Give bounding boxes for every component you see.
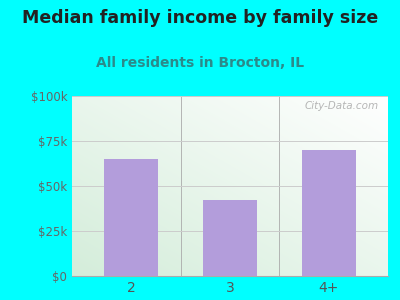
Text: All residents in Brocton, IL: All residents in Brocton, IL xyxy=(96,56,304,70)
Text: Median family income by family size: Median family income by family size xyxy=(22,9,378,27)
Bar xyxy=(203,200,257,276)
Bar xyxy=(302,150,356,276)
Bar xyxy=(104,159,158,276)
Text: City-Data.com: City-Data.com xyxy=(304,101,378,111)
